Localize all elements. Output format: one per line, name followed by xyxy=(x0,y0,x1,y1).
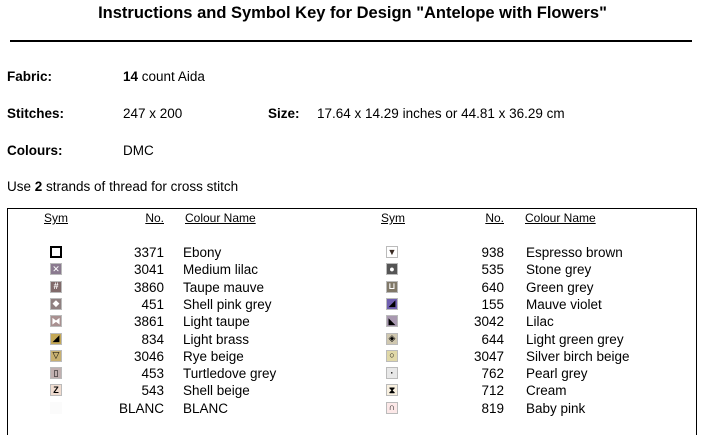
left-symbol-bowtie-icon: ⧓ xyxy=(50,315,62,328)
instruction-text: Use 2 strands of thread for cross stitch xyxy=(7,179,238,194)
header-no-right: No. xyxy=(485,211,504,225)
left-symbol-open-square-icon xyxy=(50,246,62,258)
right-colour-name: Green grey xyxy=(526,279,594,295)
right-colour-number: 3042 xyxy=(473,314,504,330)
right-colour-number: 938 xyxy=(481,245,504,260)
right-colour-number: 644 xyxy=(481,331,504,347)
left-colour-number: 3046 xyxy=(133,348,164,364)
right-colour-name: Cream xyxy=(526,383,567,399)
page-title: Instructions and Symbol Key for Design "… xyxy=(98,4,607,22)
left-colour-number: 543 xyxy=(141,383,164,399)
right-colour-name: Lilac xyxy=(526,314,554,330)
right-symbol-cup-icon: ⊔ xyxy=(386,280,398,293)
right-colour-name: Pearl grey xyxy=(526,366,588,382)
right-colour-number: 640 xyxy=(481,279,504,295)
right-symbol-triangle-icon: ◣ xyxy=(386,315,398,328)
left-colour-number: 451 xyxy=(141,296,164,312)
symbol-key-box xyxy=(7,208,697,435)
colours-value: DMC xyxy=(123,143,154,158)
title-divider xyxy=(10,40,692,42)
stitches-value: 247 x 200 xyxy=(123,106,183,121)
instruction-suffix: strands of thread for cross stitch xyxy=(42,179,239,194)
right-colour-name: Light green grey xyxy=(526,331,624,347)
left-symbol-x-icon: ✕ xyxy=(50,263,62,276)
right-symbol-circle-icon: ● xyxy=(386,263,398,276)
header-name-right: Colour Name xyxy=(525,211,596,225)
left-symbol-triangle-icon: ◢ xyxy=(50,332,62,345)
left-symbol-down-triangle-icon: ▽ xyxy=(50,349,62,362)
right-colour-name: Espresso brown xyxy=(526,245,623,260)
header-sym-left: Sym xyxy=(44,211,68,225)
right-colour-name: Baby pink xyxy=(526,400,586,416)
right-symbol-down-triangle-icon: ▼ xyxy=(386,246,398,258)
left-colour-number: 3860 xyxy=(133,279,164,295)
instruction-prefix: Use xyxy=(7,179,35,194)
left-colour-name: Shell pink grey xyxy=(183,296,272,312)
right-colour-name: Stone grey xyxy=(526,262,592,278)
left-colour-number: 3861 xyxy=(133,314,164,330)
size-value: 17.64 x 14.29 inches or 44.81 x 36.29 cm xyxy=(317,106,565,121)
left-colour-name: Light brass xyxy=(183,331,250,347)
left-symbol-rect-icon: ▯ xyxy=(50,367,62,380)
fabric-label: Fabric: xyxy=(7,69,53,84)
right-symbol-hourglass-icon: ⧗ xyxy=(386,384,398,397)
right-colour-number: 762 xyxy=(481,366,504,382)
right-symbol-diamond-icon: ◈ xyxy=(386,332,398,345)
right-symbol-triangle-icon: ◢ xyxy=(386,297,398,310)
left-colour-name: Shell beige xyxy=(183,383,250,399)
left-colour-name: Taupe mauve xyxy=(183,279,265,295)
header-no-left: No. xyxy=(145,211,164,225)
left-colour-number: 3371 xyxy=(133,245,164,260)
left-colour-number: 453 xyxy=(141,366,164,382)
size-label: Size: xyxy=(268,106,300,121)
left-symbol-diamond-icon: ◆ xyxy=(50,297,62,310)
left-colour-name: Light taupe xyxy=(183,314,250,330)
header-name-left: Colour Name xyxy=(185,211,256,225)
left-colour-name: Medium lilac xyxy=(183,262,259,278)
right-colour-number: 155 xyxy=(481,296,504,312)
left-colour-number: 834 xyxy=(141,331,164,347)
fabric-type: count Aida xyxy=(138,69,205,84)
right-symbol-arch-icon: ∩ xyxy=(386,401,398,414)
fabric-count: 14 xyxy=(123,69,139,84)
right-colour-number: 535 xyxy=(481,262,504,278)
left-symbol-z-icon: Z xyxy=(50,384,62,397)
fabric-value: 14 count Aida xyxy=(123,69,205,84)
left-colour-name: Rye beige xyxy=(183,348,244,364)
right-symbol-circle-icon: ○ xyxy=(386,349,398,362)
left-symbol-hash-icon: # xyxy=(50,280,62,293)
right-colour-number: 712 xyxy=(481,383,504,399)
stitches-label: Stitches: xyxy=(7,106,65,121)
right-colour-name: Silver birch beige xyxy=(526,348,630,364)
strand-count: 2 xyxy=(34,179,43,194)
left-symbol-blank-icon xyxy=(50,401,62,414)
colours-label: Colours: xyxy=(7,143,63,158)
right-colour-number: 3047 xyxy=(473,348,504,364)
left-colour-name: BLANC xyxy=(183,400,229,416)
right-colour-number: 819 xyxy=(481,400,504,416)
left-colour-number: BLANC xyxy=(118,400,164,416)
left-colour-name: Turtledove grey xyxy=(183,366,277,382)
left-colour-number: 3041 xyxy=(133,262,164,278)
header-sym-right: Sym xyxy=(381,211,405,225)
right-colour-name: Mauve violet xyxy=(526,296,602,312)
right-symbol-dot-icon: · xyxy=(386,367,398,380)
left-colour-name: Ebony xyxy=(183,245,222,260)
